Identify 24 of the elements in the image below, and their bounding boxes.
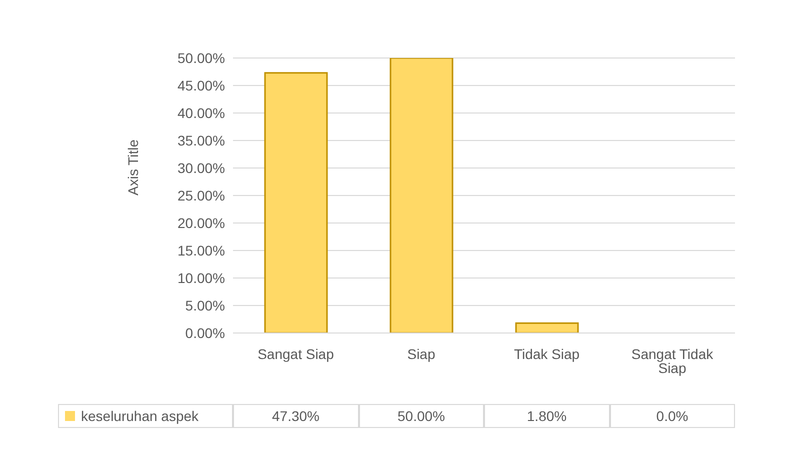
y-tick-label: 50.00% [178,50,225,66]
x-tick-label: Siap [407,346,436,362]
bar [264,72,328,333]
y-tick-label: 0.00% [185,324,225,341]
y-axis-title: Axis Title [124,139,141,196]
y-tick-label: 20.00% [178,214,225,231]
legend-label: keseluruhan aspek [81,408,199,424]
x-tick-label: Sangat Tidak Siap [631,346,714,376]
y-tick-label: 30.00% [178,160,225,176]
x-tick-label: Sangat Siap [258,346,334,362]
data-label: 50.00% [358,404,484,428]
y-tick-label: 5.00% [185,297,225,314]
data-label: 0.0% [610,404,735,428]
bar [390,58,454,333]
bar [515,322,579,333]
y-tick-label: 25.00% [178,187,225,204]
x-tick-label: Tidak Siap [514,346,580,362]
y-tick-label: 45.00% [178,77,225,94]
data-label: 47.30% [233,404,358,428]
y-tick-label: 40.00% [178,104,225,121]
y-tick-label: 10.00% [178,270,225,286]
data-label: 1.80% [484,404,610,428]
y-tick-label: 35.00% [178,132,225,148]
y-tick-label: 15.00% [178,242,225,258]
